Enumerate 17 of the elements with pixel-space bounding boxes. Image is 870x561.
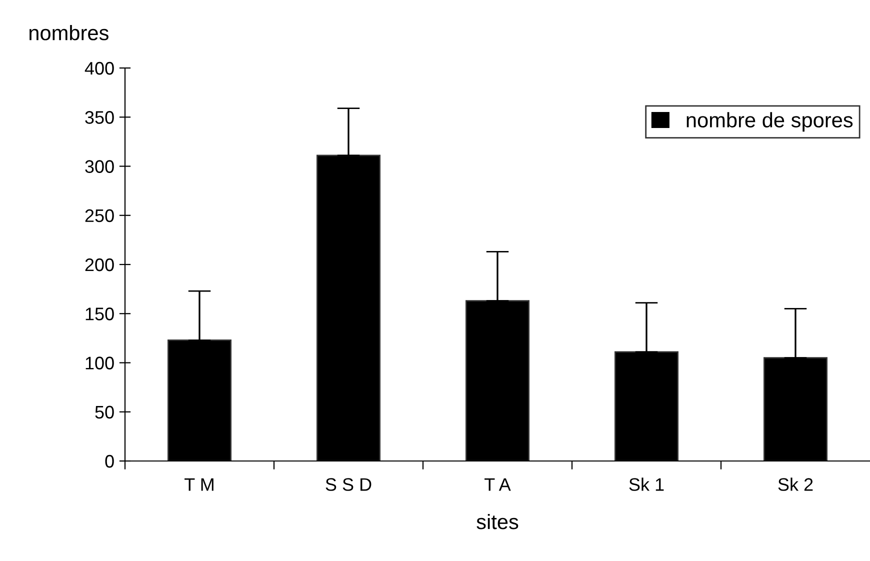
y-tick-label: 250 (85, 209, 114, 222)
y-tick-label: 150 (86, 308, 114, 320)
legend-label: nombre de spores (686, 112, 853, 132)
y-tick-label: 350 (85, 111, 114, 124)
y-tick-label: 0 (105, 454, 114, 468)
x-tick-label: T M (184, 478, 214, 491)
y-tick-label: 100 (86, 356, 114, 370)
y-tick-label: 50 (95, 406, 114, 419)
x-tick-label: S S D (326, 478, 372, 491)
y-axis-title: nombres (30, 25, 108, 40)
x-tick-label: Sk 1 (629, 478, 664, 491)
x-axis-title: sites (476, 514, 518, 530)
x-tick-label: Sk 2 (778, 478, 813, 491)
y-tick-label: 400 (84, 62, 114, 75)
y-tick-label: 200 (85, 258, 114, 272)
x-tick-label: T A (484, 478, 511, 491)
y-tick-label: 300 (85, 160, 114, 173)
